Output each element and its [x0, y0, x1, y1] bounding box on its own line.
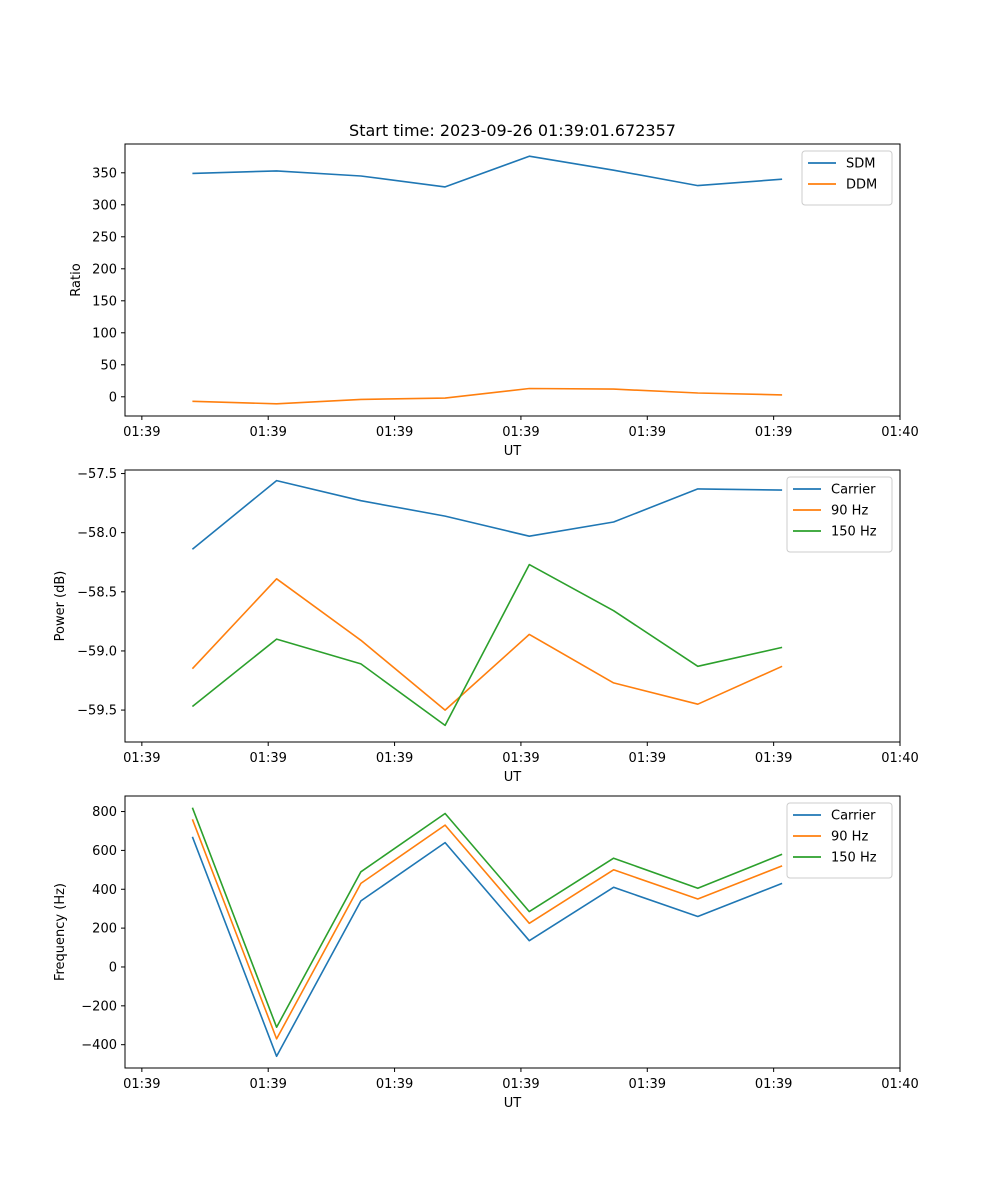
y-tick-label: −400 [81, 1038, 117, 1053]
legend: Carrier 90 Hz 150 Hz [786, 802, 893, 879]
legend-entry-ddm: DDM [846, 178, 877, 193]
axes-frame [124, 469, 901, 743]
y-axis-label: Ratio [69, 263, 84, 296]
power-panel: 01:39 01:39 01:39 01:39 01:39 01:39 01:40 −59.5… [53, 467, 919, 785]
series-line-90-hz [191, 819, 783, 1040]
x-tick-label: 01:39 [502, 425, 539, 440]
y-tick-label: 800 [92, 805, 117, 820]
x-tick-label: 01:39 [629, 425, 666, 440]
x-tick-label: 01:39 [502, 751, 539, 766]
x-tick-label: 01:39 [249, 751, 286, 766]
y-tick-label: −59.0 [77, 644, 117, 659]
series-line-ddm [192, 387, 783, 405]
x-tick-label: 01:39 [249, 425, 286, 440]
y-tick-label: −58.0 [77, 526, 117, 541]
x-tick-label: 01:39 [502, 1077, 539, 1092]
x-tick-label: 01:39 [629, 751, 666, 766]
series-line-150-hz [191, 807, 783, 1028]
x-tick-label: 01:39 [755, 751, 792, 766]
y-tick-label: 0 [109, 390, 117, 405]
x-tick-label: 01:39 [755, 1077, 792, 1092]
x-tick-label: 01:39 [376, 425, 413, 440]
y-tick-label: 250 [92, 230, 117, 245]
x-tick-label: 01:39 [123, 1077, 160, 1092]
x-tick-label: 01:39 [123, 751, 160, 766]
legend-entry-150-hz: 150 Hz [831, 525, 877, 540]
legend-entry-carrier: Carrier [831, 483, 876, 498]
x-tick-label: 01:40 [881, 425, 918, 440]
y-tick-label: −58.5 [77, 585, 117, 600]
x-tick-label: 01:39 [123, 425, 160, 440]
x-tick-label: 01:39 [376, 751, 413, 766]
x-axis-label: UT [504, 770, 522, 785]
y-tick-label: 300 [92, 198, 117, 213]
series-line-90-hz [191, 577, 783, 711]
series-line-sdm [192, 155, 783, 188]
x-tick-label: 01:39 [249, 1077, 286, 1092]
legend-entry-90-hz: 90 Hz [831, 830, 868, 845]
legend-entry-150-hz: 150 Hz [831, 851, 877, 866]
y-tick-label: 200 [92, 922, 117, 937]
legend-box [786, 476, 893, 553]
x-tick-label: 01:40 [881, 1077, 918, 1092]
legend-box [786, 802, 893, 879]
y-tick-label: −57.5 [77, 467, 117, 482]
y-tick-label: 100 [92, 326, 117, 341]
series-line-150-hz [191, 563, 783, 727]
x-tick-label: 01:39 [629, 1077, 666, 1092]
x-tick-label: 01:40 [881, 751, 918, 766]
y-tick-label: 50 [100, 358, 117, 373]
y-tick-label: 150 [92, 294, 117, 309]
x-axis-label: UT [504, 1096, 522, 1111]
ratio-panel: Start time: 2023-09-26 01:39:01.67235701… [69, 121, 919, 459]
chart-title: Start time: 2023-09-26 01:39:01.672357 [349, 121, 676, 140]
legend-box [801, 150, 893, 206]
y-tick-label: 350 [92, 166, 117, 181]
y-tick-label: 400 [92, 883, 117, 898]
series-line-carrier [191, 479, 783, 550]
y-axis-label: Power (dB) [53, 571, 68, 642]
x-tick-label: 01:39 [376, 1077, 413, 1092]
legend: Carrier 90 Hz 150 Hz [786, 476, 893, 553]
y-tick-label: 0 [109, 960, 117, 975]
legend-entry-sdm: SDM [846, 157, 875, 172]
legend-entry-carrier: Carrier [831, 809, 876, 824]
x-tick-label: 01:39 [755, 425, 792, 440]
legend: SDM DDM [801, 150, 893, 206]
y-tick-label: 200 [92, 262, 117, 277]
frequency-panel: 01:39 01:39 01:39 01:39 01:39 01:39 01:40 −400 −… [53, 795, 919, 1111]
y-tick-label: −59.5 [77, 704, 117, 719]
axes-frame [124, 143, 901, 417]
y-tick-label: 600 [92, 844, 117, 859]
y-axis-label: Frequency (Hz) [53, 883, 68, 981]
x-axis-label: UT [504, 444, 522, 459]
axes-frame [124, 795, 901, 1069]
legend-entry-90-hz: 90 Hz [831, 504, 868, 519]
series-line-carrier [191, 836, 783, 1058]
y-tick-label: −200 [81, 999, 117, 1014]
